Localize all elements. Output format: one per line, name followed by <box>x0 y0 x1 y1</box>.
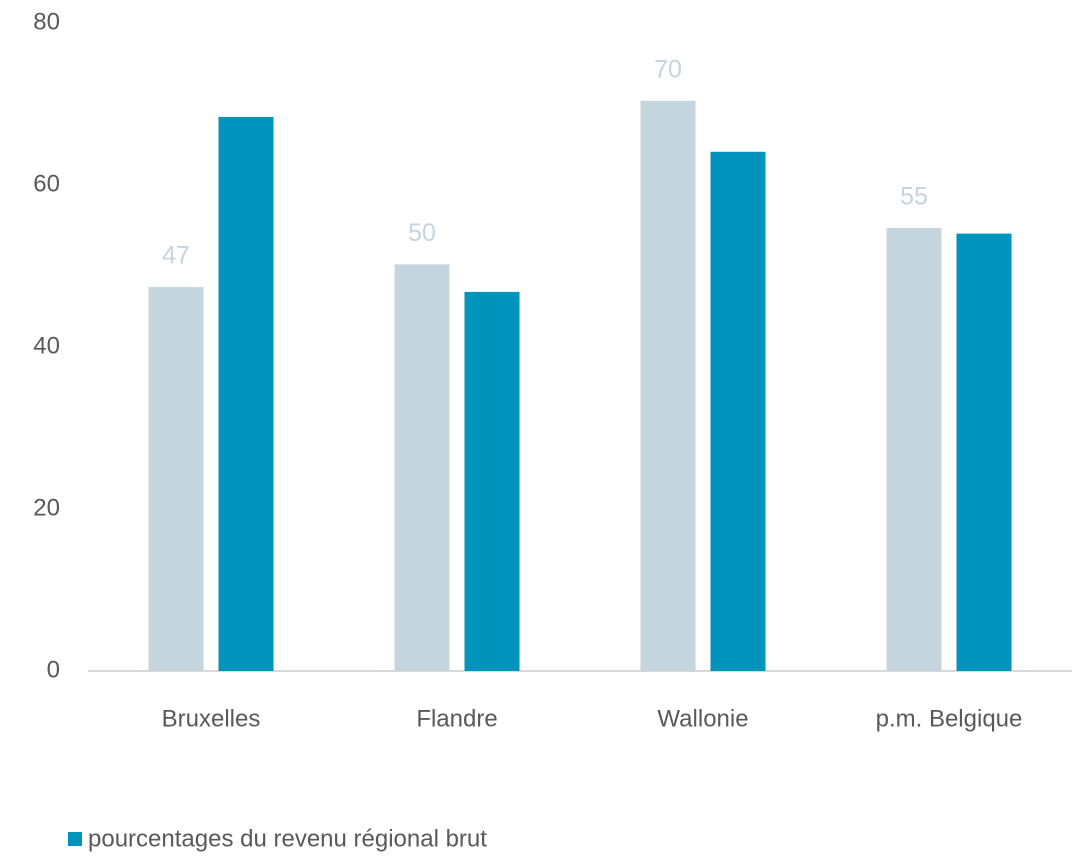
bar <box>464 291 520 671</box>
y-tick-label: 0 <box>47 656 60 683</box>
legend-swatch <box>68 832 82 846</box>
bar <box>886 227 942 671</box>
x-tick-label: Bruxelles <box>162 705 261 732</box>
bar <box>710 151 766 672</box>
y-tick-label: 40 <box>33 332 60 359</box>
bar <box>394 264 450 671</box>
x-tick-label: Wallonie <box>657 705 748 732</box>
data-label: 47 <box>162 242 190 270</box>
bar <box>640 100 696 671</box>
x-tick-label: Flandre <box>416 705 497 732</box>
bar <box>218 116 274 671</box>
data-label: 50 <box>408 219 436 247</box>
bar <box>148 287 204 671</box>
y-tick-label: 20 <box>33 494 60 521</box>
legend-label: pourcentages du revenu régional brut <box>88 825 487 852</box>
data-label: 55 <box>900 183 928 211</box>
data-label: 70 <box>654 55 682 83</box>
y-tick-label: 60 <box>33 170 60 197</box>
bar <box>956 233 1012 671</box>
x-tick-label: p.m. Belgique <box>876 705 1023 732</box>
y-tick-label: 80 <box>33 8 60 35</box>
